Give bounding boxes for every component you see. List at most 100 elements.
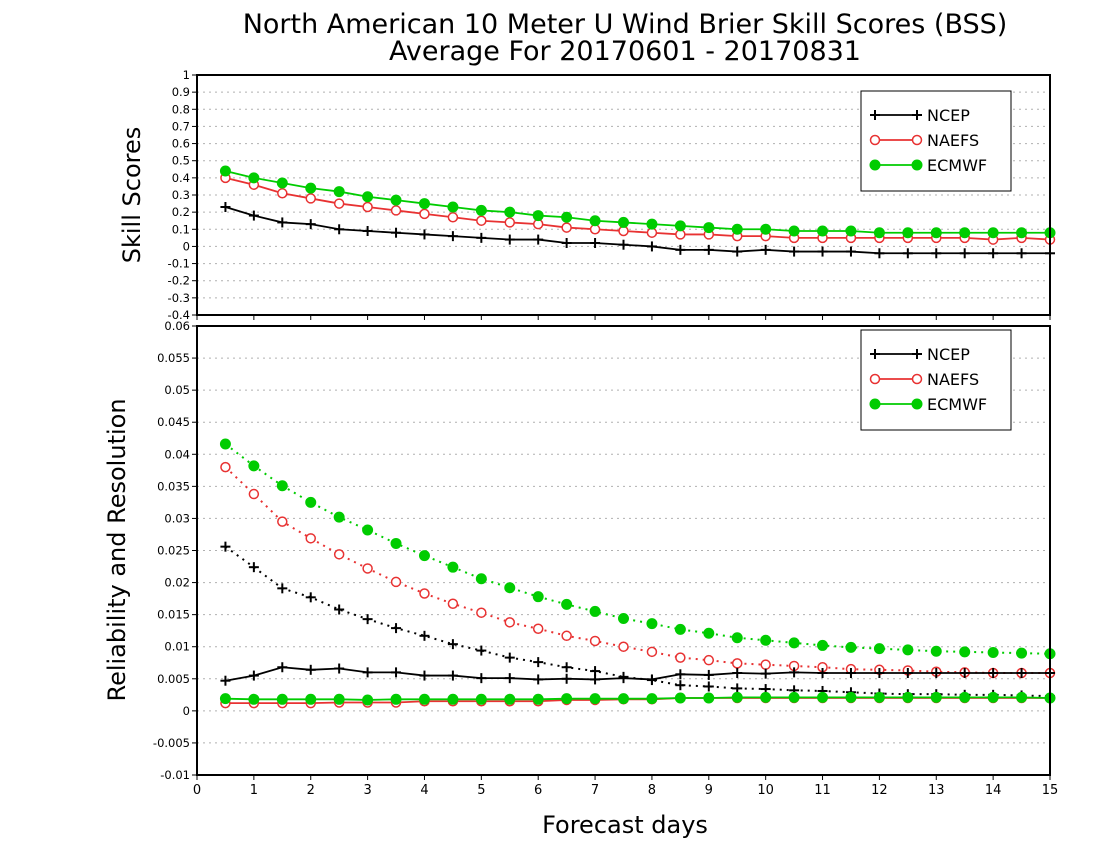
y-tick-label: 1 [183,68,190,82]
y-tick-label: 0.045 [157,415,190,429]
data-point-ncep [447,231,458,242]
data-point-ncep [732,668,743,679]
data-point-ncep [334,663,345,674]
data-point-ncep [760,244,771,255]
y-tick-label: 0.02 [164,576,190,590]
data-point-ecmwf [248,460,260,472]
y-tick-label: 0.5 [172,154,190,168]
legend-marker [869,373,881,385]
x-tick-label: 15 [1042,783,1059,798]
data-point-naefs [362,563,373,574]
data-point-ncep [533,674,544,685]
data-point-ncep [732,246,743,257]
x-tick-label: 9 [705,783,713,798]
y-tick-label: -0.4 [168,308,190,322]
data-point-ecmwf [845,691,857,703]
data-point-naefs [390,205,402,216]
data-point-ncep [703,669,714,680]
data-point-ncep [248,670,259,681]
data-point-ecmwf [930,691,942,703]
legend-marker [911,373,923,385]
data-point-ncep [590,238,601,248]
data-point-ecmwf [959,646,971,658]
data-point-ecmwf [703,692,715,704]
data-point-ecmwf [902,227,914,239]
data-point-ecmwf [219,165,231,177]
data-point-ncep [248,562,259,573]
y-tick-label: 0.9 [172,85,190,99]
legend-label: NCEP [927,345,970,364]
data-point-naefs [589,635,601,647]
data-point-ecmwf [248,172,260,184]
data-point-ecmwf [987,227,999,239]
data-point-ncep [902,248,913,259]
chart-title-line2: Average For 20170601 - 20170831 [389,36,861,67]
y-tick-label: 0.6 [172,137,190,151]
y-tick-label: -0.1 [168,257,190,271]
data-point-ncep [447,670,458,681]
data-point-naefs [618,641,629,652]
series-line-naefs-resolution [224,466,1050,675]
data-point-ecmwf [902,691,914,703]
data-point-ecmwf [276,480,288,492]
data-point-ncep [988,248,999,259]
data-point-ncep [476,232,487,243]
data-point-ecmwf [1016,691,1028,703]
data-point-ecmwf [589,215,601,227]
data-point-ecmwf [504,693,516,705]
data-point-ecmwf [646,618,658,630]
data-point-ncep [220,675,231,686]
data-point-naefs [248,488,260,500]
y-tick-label: 0.01 [164,640,190,654]
data-point-ecmwf [219,438,231,450]
data-point-ncep [419,229,430,240]
x-tick-label: 7 [591,783,599,798]
y-tick-label: 0.2 [172,205,190,219]
data-point-ecmwf [646,693,658,705]
data-point-ecmwf [959,227,971,239]
data-point-ecmwf [788,637,800,649]
data-point-ecmwf [276,177,288,189]
data-point-naefs [532,623,544,635]
data-point-ncep [305,664,316,675]
data-point-ecmwf [418,693,430,705]
data-point-ecmwf [589,605,601,617]
data-point-naefs [333,198,345,209]
x-tick-label: 10 [757,783,774,798]
x-tick-label: 2 [307,783,315,798]
y-tick-label: 0.3 [172,188,190,202]
legend-marker [912,110,922,120]
data-point-ecmwf [731,223,743,235]
data-point-ncep [1016,248,1027,259]
data-point-ecmwf [333,511,345,523]
data-point-ecmwf [760,223,772,235]
data-point-ncep [277,662,288,673]
y-tick-label: 0.025 [157,544,190,558]
data-point-ecmwf [561,211,573,223]
data-point-ncep [419,670,430,681]
legend-marker [912,349,922,359]
legend: NCEP NAEFS ECMWF [860,329,1012,431]
data-point-ecmwf [703,222,715,234]
data-point-naefs [277,516,288,527]
data-point-ecmwf [362,694,374,706]
legend-marker [870,349,880,359]
y-tick-label: 0 [183,239,190,253]
x-tick-label: 12 [871,783,888,798]
legend-box [860,329,1012,431]
data-point-ncep [504,673,515,684]
data-point-ncep [931,668,942,679]
data-point-ecmwf [788,225,800,237]
data-point-ecmwf [390,693,402,705]
data-point-ecmwf [1016,647,1028,659]
data-point-ecmwf [845,225,857,237]
ylabel-reliability-resolution: Reliability and Resolution [103,398,131,701]
data-point-ncep [334,604,345,615]
data-point-ecmwf [276,693,288,705]
data-point-ecmwf [333,186,345,198]
data-point-ecmwf [987,646,999,658]
data-point-ecmwf [532,591,544,603]
data-point-ecmwf [873,691,885,703]
data-point-ecmwf [475,693,487,705]
legend-label: ECMWF [927,156,987,175]
